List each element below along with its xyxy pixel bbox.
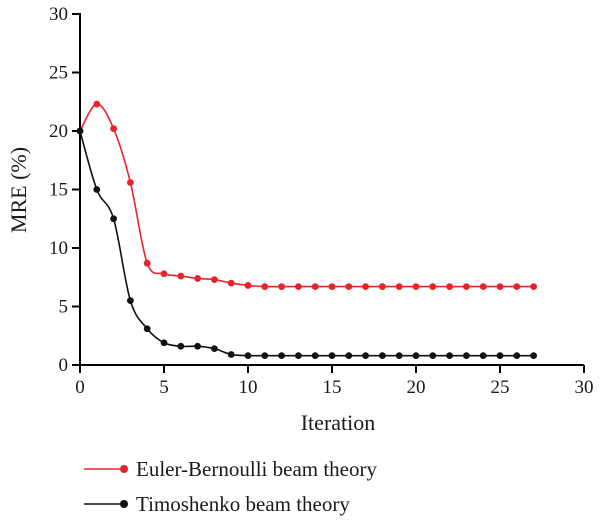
data-point (211, 276, 218, 283)
data-point (110, 125, 117, 133)
data-point (446, 352, 453, 360)
data-point (379, 283, 386, 291)
y-tick-label: 25 (49, 63, 68, 84)
data-point (76, 127, 84, 135)
data-point (446, 283, 453, 291)
data-point (278, 352, 285, 360)
data-point (295, 352, 302, 360)
data-point (177, 342, 185, 350)
data-point (177, 272, 185, 280)
data-point (194, 342, 202, 350)
data-point (311, 352, 319, 360)
x-tick-label: 0 (75, 377, 85, 398)
y-tick-label: 15 (49, 180, 68, 201)
data-point (513, 283, 521, 291)
series-layer (76, 100, 537, 360)
legend-swatch-marker (120, 465, 128, 473)
data-point (328, 283, 336, 291)
data-point (345, 352, 353, 360)
legend-label: Euler-Bernoulli beam theory (136, 457, 377, 481)
data-point (261, 283, 269, 291)
data-point (429, 352, 437, 360)
x-axis-title: Iteration (301, 410, 376, 435)
data-point (295, 283, 302, 291)
y-tick-label: 20 (49, 121, 68, 142)
data-point (345, 283, 353, 291)
data-point (328, 352, 336, 360)
y-tick-label: 30 (49, 4, 68, 25)
data-point (412, 283, 420, 291)
x-tick-label: 5 (159, 377, 169, 398)
data-point (278, 283, 285, 291)
series-euler-bernoulli (76, 100, 537, 291)
data-point (463, 283, 470, 291)
y-tick-label: 0 (59, 355, 69, 376)
x-tick-label: 20 (407, 377, 426, 398)
data-point (395, 352, 403, 360)
y-axis-title: MRE (%) (6, 147, 31, 233)
data-point (110, 215, 117, 223)
legend-item-euler-bernoulli: Euler-Bernoulli beam theory (84, 457, 377, 481)
data-point (479, 352, 487, 360)
data-point (530, 352, 537, 360)
data-point (244, 352, 252, 360)
series-timoshenko (76, 127, 537, 360)
x-tick-label: 15 (323, 377, 342, 398)
x-tick-label: 25 (491, 377, 510, 398)
legend: Euler-Bernoulli beam theory Timoshenko b… (84, 457, 377, 516)
data-point (479, 283, 487, 291)
y-tick-label: 5 (59, 297, 69, 318)
data-point (194, 275, 202, 282)
legend-swatch-marker (120, 500, 128, 508)
data-point (496, 352, 504, 360)
data-point (463, 352, 470, 360)
data-point (244, 282, 252, 289)
data-point (143, 259, 151, 267)
data-point (227, 279, 235, 287)
data-point (362, 283, 369, 291)
data-point (126, 297, 134, 305)
data-point (143, 325, 151, 333)
series-line (79, 130, 534, 357)
axes (79, 13, 584, 366)
data-point (227, 351, 235, 358)
data-point (160, 270, 168, 278)
data-point (211, 345, 218, 353)
legend-label: Timoshenko beam theory (136, 492, 350, 516)
data-point (126, 179, 134, 186)
data-point (395, 283, 403, 291)
data-point (513, 352, 521, 360)
data-point (379, 352, 386, 360)
data-point (429, 283, 437, 291)
series-line (79, 103, 534, 288)
ticks: 0 5 10 15 20 25 30 0 5 10 15 20 25 30 (49, 4, 594, 398)
legend-item-timoshenko: Timoshenko beam theory (84, 492, 350, 516)
x-tick-label: 10 (239, 377, 258, 398)
data-point (412, 352, 420, 360)
x-tick-label: 30 (575, 377, 594, 398)
data-point (311, 283, 319, 291)
data-point (93, 100, 101, 108)
y-tick-label: 10 (49, 238, 68, 259)
data-point (496, 283, 504, 291)
data-point (362, 352, 369, 360)
data-point (530, 283, 537, 291)
data-point (160, 339, 168, 347)
data-point (261, 352, 269, 360)
data-point (93, 186, 101, 193)
